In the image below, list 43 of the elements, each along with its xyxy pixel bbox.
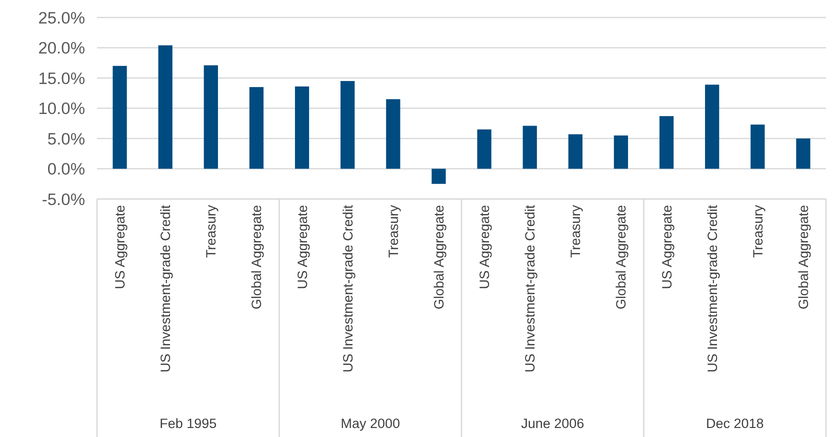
bar	[659, 116, 674, 169]
x-tick-label: US Investment-grade Credit	[522, 204, 538, 372]
bar	[158, 45, 172, 169]
bar	[340, 81, 355, 169]
x-tick-label: Treasury	[386, 204, 401, 258]
bar	[614, 135, 628, 169]
y-tick-label: 0.0%	[47, 160, 86, 179]
bar	[294, 86, 310, 169]
x-tick-label: US Investment-grade Credit	[340, 204, 356, 372]
bar	[386, 99, 400, 169]
x-tick-label: Treasury	[568, 204, 584, 258]
y-tick-label: 20.0%	[38, 40, 86, 58]
text: June 2006	[521, 416, 584, 431]
bar	[750, 124, 765, 169]
bar	[705, 84, 720, 169]
x-tick-label: US Aggregate	[294, 205, 310, 290]
y-tick-label: 5.0%	[47, 130, 86, 148]
text: Feb 1995	[160, 416, 217, 431]
text: Dec 2018	[706, 416, 764, 431]
y-tick-label: 10.0%	[38, 100, 86, 118]
x-tick-label: Global Aggregate	[431, 205, 446, 310]
x-tick-label: US Aggregate	[112, 205, 128, 290]
bar	[568, 134, 582, 169]
x-tick-label: Treasury	[750, 204, 766, 258]
bar	[432, 168, 446, 184]
x-tick-label: US Investment-grade Credit	[158, 204, 174, 372]
bar	[112, 66, 127, 169]
y-tick-label: 15.0%	[38, 70, 86, 88]
bar	[522, 126, 537, 169]
x-tick-label: US Aggregate	[477, 205, 492, 290]
bar	[204, 65, 218, 169]
y-tick-label: 25.0%	[38, 9, 86, 28]
x-tick-label: Global Aggregate	[796, 205, 811, 310]
x-tick-label: Global Aggregate	[249, 205, 264, 310]
bar	[477, 129, 492, 169]
x-tick-label: US Investment-grade Credit	[704, 204, 720, 372]
x-tick-label: Treasury	[204, 204, 219, 258]
bar	[249, 87, 264, 169]
bar	[796, 138, 810, 169]
text: May 2000	[340, 416, 400, 431]
x-tick-label: Global Aggregate	[614, 205, 629, 310]
x-tick-label: US Aggregate	[659, 205, 674, 290]
y-tick-label: -5.0%	[42, 190, 86, 209]
